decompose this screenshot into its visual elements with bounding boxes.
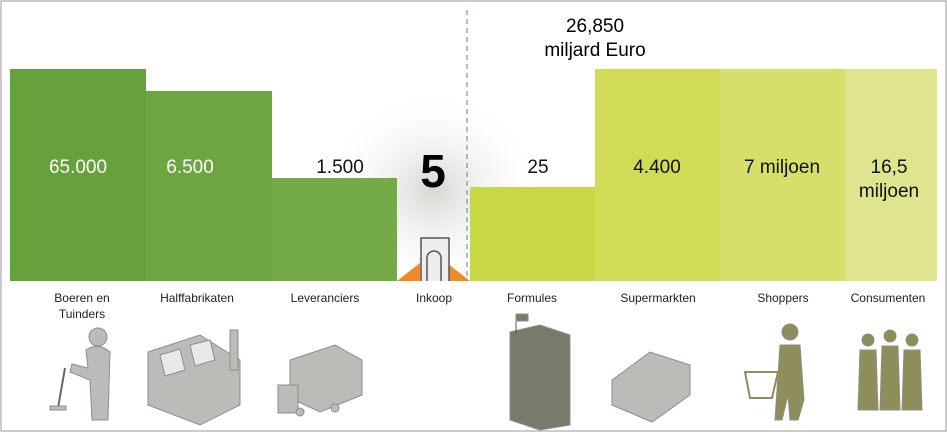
value: 65.000 [49,157,107,178]
gate [421,238,449,281]
label: Tuinders [59,307,105,321]
value: 5 [420,145,446,197]
consumers-icon [858,330,922,410]
value: 1.500 [316,157,364,178]
value: 6.500 [166,157,214,178]
infographic: 26,850 miljard Euro 65.000 6.500 1.500 5… [0,0,947,432]
label: Supermarkten [620,291,695,305]
label: Boeren en [54,291,109,305]
label: Formules [507,291,557,305]
value: 16,5 [871,157,908,178]
header-text: miljard Euro [544,40,645,61]
header-text: 26,850 [566,16,624,37]
label: Inkoop [416,291,452,305]
value: 25 [527,157,548,178]
bar [146,91,272,281]
bar [470,187,595,281]
value: 7 miljoen [744,157,820,178]
bar [272,178,397,281]
label: Halffabrikaten [160,291,234,305]
value: 4.400 [633,157,681,178]
label: Consumenten [851,291,926,305]
value: miljoen [859,181,919,202]
label: Leveranciers [291,291,360,305]
label: Shoppers [757,291,808,305]
